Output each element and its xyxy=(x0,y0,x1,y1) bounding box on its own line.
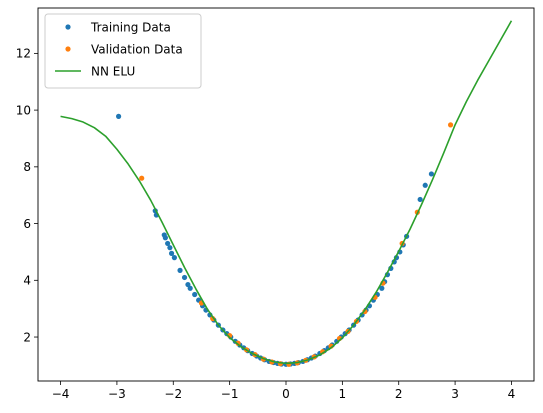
data-point xyxy=(162,235,168,241)
data-point xyxy=(168,250,175,256)
y-tick-label: 2 xyxy=(23,330,31,344)
y-tick-label: 12 xyxy=(16,47,31,61)
data-point xyxy=(116,113,122,119)
data-point xyxy=(447,122,454,128)
series-group xyxy=(60,20,513,367)
legend-box xyxy=(44,13,202,89)
x-tick-label: −3 xyxy=(108,387,126,401)
data-point xyxy=(428,171,435,177)
data-point xyxy=(187,285,193,291)
x-tick-label: 2 xyxy=(395,387,403,401)
data-point xyxy=(171,255,177,261)
legend-label-training-data: Training Data xyxy=(90,20,171,34)
data-point xyxy=(167,245,173,251)
data-point xyxy=(192,291,198,298)
y-tick-label: 10 xyxy=(16,103,31,117)
plot-area xyxy=(60,20,513,367)
data-point xyxy=(417,196,423,203)
legend-swatch-training-data xyxy=(65,24,71,30)
y-tick-label: 6 xyxy=(23,217,31,231)
series-line-nn-elu xyxy=(60,20,513,365)
legend-label-validation-data: Validation Data xyxy=(91,42,183,56)
x-tick-label: 1 xyxy=(339,387,347,401)
x-tick-label: 3 xyxy=(451,387,459,401)
data-point xyxy=(165,240,171,247)
x-tick-label: −4 xyxy=(52,387,70,401)
x-tick-label: 4 xyxy=(508,387,516,401)
data-point xyxy=(139,175,145,181)
x-tick-label: −1 xyxy=(221,387,239,401)
data-point xyxy=(422,182,428,188)
y-tick-label: 4 xyxy=(23,274,31,288)
x-tick-label: −2 xyxy=(164,387,182,401)
y-tick-label: 8 xyxy=(23,160,31,174)
legend: Training Data Validation Data NN ELU xyxy=(44,13,202,89)
data-point xyxy=(177,267,183,273)
data-point xyxy=(379,285,385,291)
data-point xyxy=(181,274,188,281)
x-tick-label: 0 xyxy=(282,387,290,401)
legend-label-nn-elu: NN ELU xyxy=(91,64,135,78)
legend-swatch-validation-data xyxy=(65,46,71,52)
